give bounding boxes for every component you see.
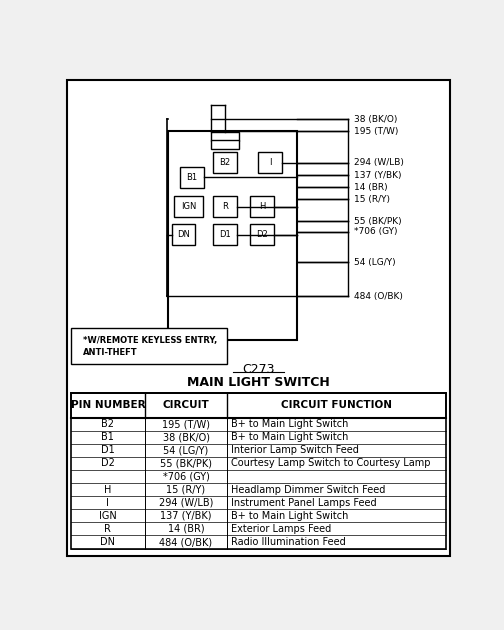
Text: R: R: [222, 202, 228, 211]
Text: 15 (R/Y): 15 (R/Y): [166, 484, 206, 495]
Text: 294 (W/LB): 294 (W/LB): [159, 498, 213, 508]
Text: 55 (BK/PK): 55 (BK/PK): [160, 459, 212, 469]
Text: 14 (BR): 14 (BR): [168, 524, 204, 534]
Text: Instrument Panel Lamps Feed: Instrument Panel Lamps Feed: [231, 498, 376, 508]
Text: *706 (GY): *706 (GY): [163, 471, 210, 481]
Text: H: H: [259, 202, 266, 211]
Text: Headlamp Dimmer Switch Feed: Headlamp Dimmer Switch Feed: [231, 484, 386, 495]
Text: CIRCUIT FUNCTION: CIRCUIT FUNCTION: [281, 401, 392, 411]
Text: D2: D2: [257, 230, 268, 239]
Text: B+ to Main Light Switch: B+ to Main Light Switch: [231, 511, 348, 521]
Bar: [168, 132, 297, 340]
Bar: [212, 140, 239, 149]
Text: PIN NUMBER: PIN NUMBER: [71, 401, 145, 411]
Bar: [71, 393, 446, 549]
Bar: [71, 393, 446, 418]
Bar: [258, 152, 282, 173]
Text: I: I: [106, 498, 109, 508]
Text: 54 (LG/Y): 54 (LG/Y): [163, 445, 209, 455]
Text: 294 (W/LB): 294 (W/LB): [354, 158, 404, 168]
Text: D1: D1: [219, 230, 231, 239]
Bar: [213, 224, 237, 245]
Text: B+ to Main Light Switch: B+ to Main Light Switch: [231, 432, 348, 442]
Text: *706 (GY): *706 (GY): [354, 227, 398, 236]
Text: H: H: [104, 484, 111, 495]
Text: 38 (BK/O): 38 (BK/O): [354, 115, 397, 123]
Text: D2: D2: [101, 459, 115, 469]
Text: D1: D1: [101, 445, 115, 455]
Bar: [213, 196, 237, 217]
Text: 195 (T/W): 195 (T/W): [354, 127, 398, 136]
Text: B2: B2: [101, 419, 114, 429]
Text: B2: B2: [220, 158, 231, 168]
Text: Courtesy Lamp Switch to Courtesy Lamp: Courtesy Lamp Switch to Courtesy Lamp: [231, 459, 430, 469]
Text: MAIN LIGHT SWITCH: MAIN LIGHT SWITCH: [187, 375, 330, 389]
Bar: [213, 152, 237, 173]
Text: 54 (LG/Y): 54 (LG/Y): [354, 258, 396, 267]
Text: DN: DN: [177, 230, 190, 239]
Bar: [174, 196, 204, 217]
Bar: [250, 196, 274, 217]
Bar: [171, 224, 195, 245]
Text: DN: DN: [100, 537, 115, 547]
Text: IGN: IGN: [181, 202, 197, 211]
Text: C273: C273: [242, 363, 275, 375]
FancyBboxPatch shape: [71, 328, 227, 364]
Text: IGN: IGN: [99, 511, 117, 521]
Text: 195 (T/W): 195 (T/W): [162, 419, 210, 429]
Text: B1: B1: [186, 173, 198, 182]
Text: R: R: [104, 524, 111, 534]
Text: 484 (O/BK): 484 (O/BK): [354, 292, 403, 301]
Text: Exterior Lamps Feed: Exterior Lamps Feed: [231, 524, 331, 534]
Text: 14 (BR): 14 (BR): [354, 183, 388, 192]
Text: 484 (O/BK): 484 (O/BK): [159, 537, 213, 547]
Bar: [250, 224, 274, 245]
Text: B+ to Main Light Switch: B+ to Main Light Switch: [231, 419, 348, 429]
Text: 15 (R/Y): 15 (R/Y): [354, 195, 390, 203]
Text: 38 (BK/O): 38 (BK/O): [162, 432, 210, 442]
Text: *W/REMOTE KEYLESS ENTRY,
ANTI-THEFT: *W/REMOTE KEYLESS ENTRY, ANTI-THEFT: [83, 336, 217, 357]
Text: B1: B1: [101, 432, 114, 442]
Text: Radio Illumination Feed: Radio Illumination Feed: [231, 537, 346, 547]
Text: Interior Lamp Switch Feed: Interior Lamp Switch Feed: [231, 445, 359, 455]
Bar: [212, 132, 239, 140]
Text: 55 (BK/PK): 55 (BK/PK): [354, 217, 402, 226]
Text: CIRCUIT: CIRCUIT: [163, 401, 210, 411]
Text: 137 (Y/BK): 137 (Y/BK): [160, 511, 212, 521]
Text: 137 (Y/BK): 137 (Y/BK): [354, 171, 402, 180]
Text: I: I: [269, 158, 271, 168]
Bar: [180, 167, 204, 188]
